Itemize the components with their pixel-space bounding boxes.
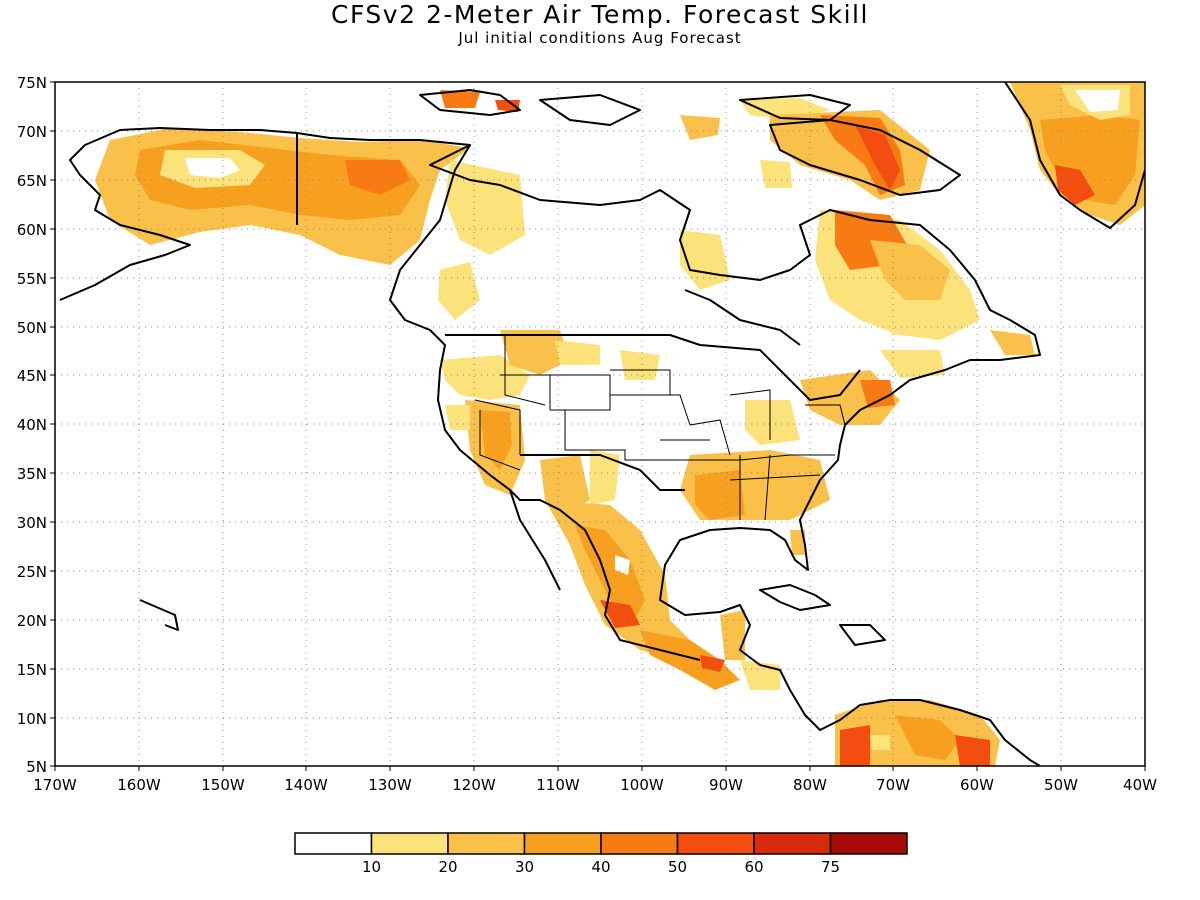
colorbar-swatch: [753, 832, 832, 855]
axis-ticks: [50, 81, 1146, 771]
lon-label: 50W: [1044, 776, 1078, 794]
map-title: CFSv2 2-Meter Air Temp. Forecast Skill: [331, 0, 869, 29]
colorbar-swatch: [294, 832, 373, 855]
longitude-labels: 170W 160W 150W 140W 130W 120W 110W 100W …: [33, 776, 1157, 794]
lat-label: 5N: [26, 758, 47, 776]
lat-label: 55N: [17, 270, 47, 288]
lon-label: 130W: [368, 776, 412, 794]
state-borders: [474, 335, 846, 521]
lon-label: 90W: [709, 776, 743, 794]
lon-label: 150W: [201, 776, 245, 794]
colorbar-label: 30: [515, 858, 534, 876]
lat-label: 65N: [17, 172, 47, 190]
lon-label: 120W: [452, 776, 496, 794]
lon-label: 60W: [960, 776, 994, 794]
lat-label: 10N: [17, 710, 47, 728]
lon-label: 160W: [117, 776, 161, 794]
lat-label: 70N: [17, 123, 47, 141]
lon-label: 110W: [536, 776, 580, 794]
lat-label: 50N: [17, 319, 47, 337]
colorbar-label: 50: [668, 858, 687, 876]
lat-label: 60N: [17, 221, 47, 239]
colorbar-swatch: [829, 832, 908, 855]
lat-label: 75N: [17, 74, 47, 92]
colorbar-swatch: [676, 832, 755, 855]
lat-label: 35N: [17, 465, 47, 483]
lat-label: 45N: [17, 367, 47, 385]
lat-label: 40N: [17, 416, 47, 434]
lon-label: 80W: [793, 776, 827, 794]
gridlines: [55, 82, 1145, 766]
colorbar-swatch: [600, 832, 679, 855]
lat-label: 30N: [17, 514, 47, 532]
colorbar-swatch: [370, 832, 449, 855]
map-subtitle: Jul initial conditions Aug Forecast: [458, 29, 742, 47]
colorbar-label: 20: [438, 858, 457, 876]
lon-label: 140W: [284, 776, 328, 794]
lon-label: 70W: [876, 776, 910, 794]
lon-label: 40W: [1123, 776, 1157, 794]
colorbar-label: 10: [362, 858, 381, 876]
coastlines: [59, 82, 1145, 766]
colorbar-label: 75: [821, 858, 840, 876]
colorbar-swatch: [523, 832, 602, 855]
lat-label: 15N: [17, 661, 47, 679]
lon-label: 170W: [33, 776, 77, 794]
lat-label: 20N: [17, 612, 47, 630]
colorbar: 10 20 30 40 50 60 75: [294, 832, 908, 876]
lat-label: 25N: [17, 563, 47, 581]
skill-shading: [95, 82, 1145, 766]
colorbar-swatch: [447, 832, 526, 855]
colorbar-label: 40: [591, 858, 610, 876]
latitude-labels: 75N 70N 65N 60N 55N 50N 45N 40N 35N 30N …: [17, 74, 47, 776]
colorbar-label: 60: [744, 858, 763, 876]
lon-label: 100W: [620, 776, 664, 794]
